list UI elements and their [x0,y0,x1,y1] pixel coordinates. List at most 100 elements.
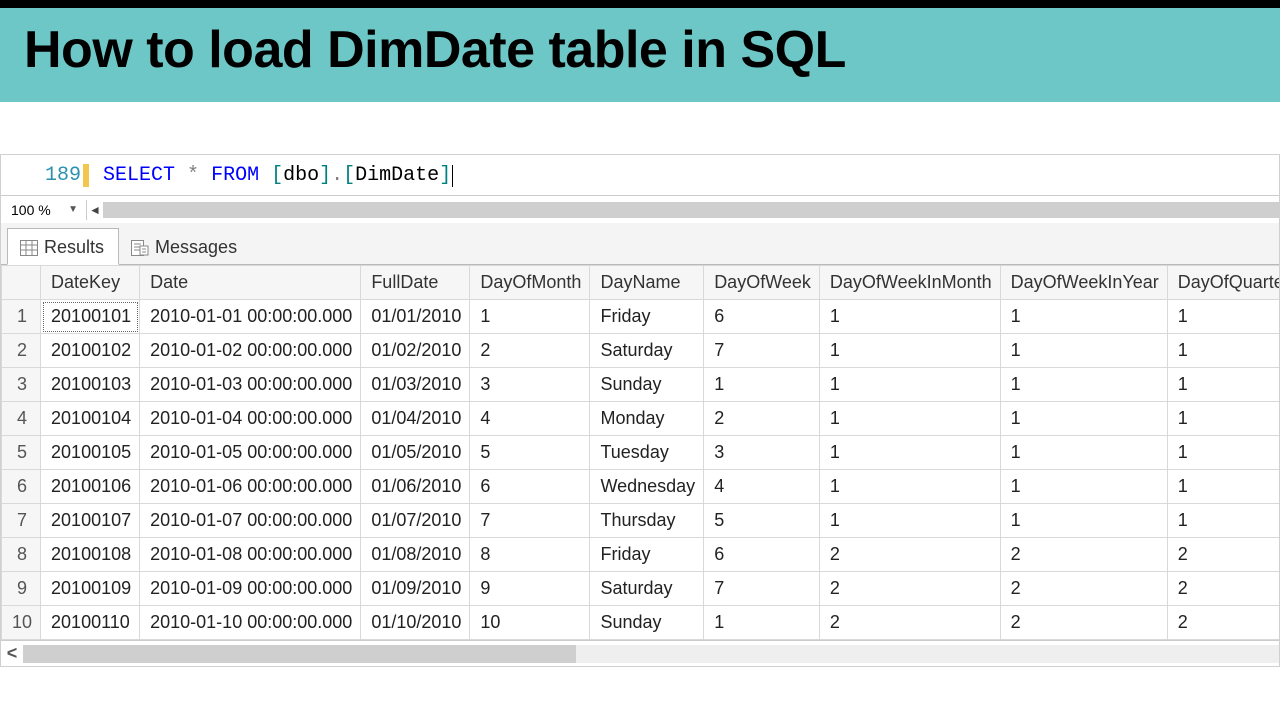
cell[interactable]: Sunday [590,368,704,402]
cell[interactable]: 2010-01-10 00:00:00.000 [140,606,361,640]
cell[interactable]: 2010-01-09 00:00:00.000 [140,572,361,606]
col-header[interactable]: DayOfQuarter [1167,266,1279,300]
row-number[interactable]: 7 [2,504,41,538]
cell[interactable]: 2010-01-08 00:00:00.000 [140,538,361,572]
table-row[interactable]: 6201001062010-01-06 00:00:00.00001/06/20… [2,470,1280,504]
cell[interactable]: 1 [1167,300,1279,334]
cell[interactable]: 1 [1167,436,1279,470]
row-number[interactable]: 4 [2,402,41,436]
col-header[interactable]: DateKey [41,266,140,300]
cell[interactable]: 9 [470,572,590,606]
cell[interactable]: 10 [470,606,590,640]
cell[interactable]: 20100108 [41,538,140,572]
cell[interactable]: 20100106 [41,470,140,504]
cell[interactable]: 1 [1000,368,1167,402]
cell[interactable]: 2 [1167,606,1279,640]
cell[interactable]: Friday [590,300,704,334]
cell[interactable]: 1 [819,436,1000,470]
cell[interactable]: 01/10/2010 [361,606,470,640]
cell[interactable]: 2 [1000,538,1167,572]
cell[interactable]: 7 [470,504,590,538]
cell[interactable]: 6 [470,470,590,504]
sql-editor-line[interactable]: 189 SELECT * FROM [dbo].[DimDate] [1,155,1279,195]
cell[interactable]: 2 [819,538,1000,572]
cell[interactable]: 2 [819,572,1000,606]
cell[interactable]: 01/05/2010 [361,436,470,470]
row-number[interactable]: 8 [2,538,41,572]
results-grid[interactable]: DateKeyDateFullDateDayOfMonthDayNameDayO… [1,265,1279,640]
cell[interactable]: 2010-01-03 00:00:00.000 [140,368,361,402]
cell[interactable]: Monday [590,402,704,436]
editor-hscroll[interactable] [103,202,1279,218]
cell[interactable]: 1 [1000,436,1167,470]
table-row[interactable]: 9201001092010-01-09 00:00:00.00001/09/20… [2,572,1280,606]
col-header[interactable]: DayOfWeekInMonth [819,266,1000,300]
cell[interactable]: 2 [1000,572,1167,606]
tab-messages[interactable]: Messages [119,229,251,264]
table-row[interactable]: 4201001042010-01-04 00:00:00.00001/04/20… [2,402,1280,436]
cell[interactable]: 8 [470,538,590,572]
cell[interactable]: 20100105 [41,436,140,470]
table-row[interactable]: 2201001022010-01-02 00:00:00.00001/02/20… [2,334,1280,368]
cell[interactable]: 20100104 [41,402,140,436]
cell[interactable]: 1 [1000,470,1167,504]
cell[interactable]: 2 [704,402,820,436]
cell[interactable]: 1 [1000,402,1167,436]
cell[interactable]: 01/01/2010 [361,300,470,334]
sql-code[interactable]: SELECT * FROM [dbo].[DimDate] [89,164,453,187]
hscroll-left-icon[interactable]: ◄ [87,203,103,217]
cell[interactable]: 5 [704,504,820,538]
cell[interactable]: 1 [704,606,820,640]
cell[interactable]: 01/04/2010 [361,402,470,436]
row-number[interactable]: 1 [2,300,41,334]
cell[interactable]: 1 [819,402,1000,436]
table-row[interactable]: 7201001072010-01-07 00:00:00.00001/07/20… [2,504,1280,538]
cell[interactable]: 2010-01-05 00:00:00.000 [140,436,361,470]
cell[interactable]: 2 [1167,538,1279,572]
cell[interactable]: 3 [470,368,590,402]
cell[interactable]: 2 [470,334,590,368]
cell[interactable]: 6 [704,300,820,334]
cell[interactable]: Saturday [590,572,704,606]
col-header[interactable]: Date [140,266,361,300]
table-row[interactable]: 8201001082010-01-08 00:00:00.00001/08/20… [2,538,1280,572]
cell[interactable]: 20100110 [41,606,140,640]
cell[interactable]: 1 [470,300,590,334]
col-header[interactable]: FullDate [361,266,470,300]
cell[interactable]: 1 [1167,470,1279,504]
cell[interactable]: 20100103 [41,368,140,402]
cell[interactable]: Saturday [590,334,704,368]
row-number[interactable]: 2 [2,334,41,368]
cell[interactable]: 1 [819,334,1000,368]
grid-hscroll-track[interactable] [23,645,1279,663]
cell[interactable]: 2010-01-06 00:00:00.000 [140,470,361,504]
row-number[interactable]: 10 [2,606,41,640]
cell[interactable]: 1 [819,368,1000,402]
cell[interactable]: 4 [704,470,820,504]
cell[interactable]: Friday [590,538,704,572]
row-number[interactable]: 3 [2,368,41,402]
cell[interactable]: Wednesday [590,470,704,504]
col-header[interactable]: DayName [590,266,704,300]
cell[interactable]: 01/07/2010 [361,504,470,538]
col-header[interactable]: DayOfMonth [470,266,590,300]
row-number[interactable]: 5 [2,436,41,470]
cell[interactable]: 20100102 [41,334,140,368]
cell[interactable]: 20100101 [41,300,140,334]
cell[interactable]: 6 [704,538,820,572]
row-number[interactable]: 9 [2,572,41,606]
cell[interactable]: 3 [704,436,820,470]
table-row[interactable]: 10201001102010-01-10 00:00:00.00001/10/2… [2,606,1280,640]
col-header[interactable]: DayOfWeek [704,266,820,300]
cell[interactable]: 1 [1167,504,1279,538]
scroll-left-icon[interactable]: < [1,643,23,664]
cell[interactable]: 01/03/2010 [361,368,470,402]
cell[interactable]: 1 [1000,504,1167,538]
cell[interactable]: 5 [470,436,590,470]
cell[interactable]: 2 [819,606,1000,640]
tab-results[interactable]: Results [7,228,119,265]
cell[interactable]: 20100107 [41,504,140,538]
cell[interactable]: Sunday [590,606,704,640]
grid-hscroll-thumb[interactable] [23,645,576,663]
cell[interactable]: 1 [1167,402,1279,436]
